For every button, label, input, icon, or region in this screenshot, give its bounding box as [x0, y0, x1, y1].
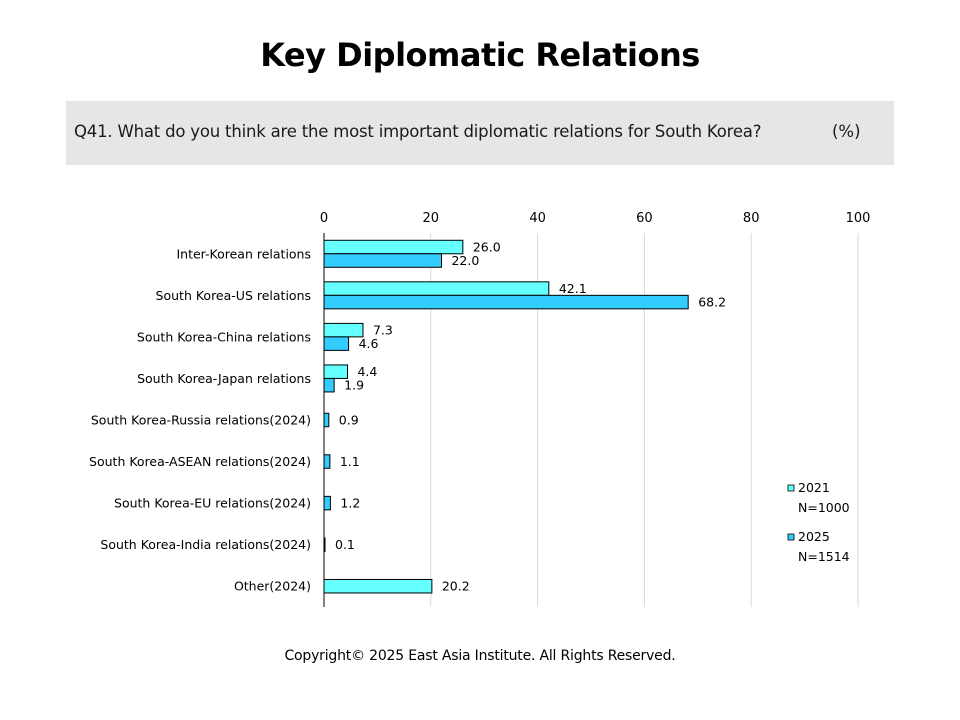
bar-2025 — [323, 336, 350, 351]
x-tick-label: 100 — [846, 211, 871, 226]
data-label: 22.0 — [451, 253, 479, 268]
bar-2025 — [323, 294, 689, 310]
question-text: Q41. What do you think are the most impo… — [74, 122, 762, 141]
copyright-text: Copyright© 2025 East Asia Institute. All… — [284, 648, 676, 664]
legend-label: 2021 — [798, 480, 830, 495]
unit-label: (%) — [832, 122, 861, 141]
category-label: South Korea-EU relations(2024) — [114, 496, 311, 511]
data-label: 7.3 — [373, 323, 393, 338]
data-label: 4.6 — [359, 336, 379, 351]
category-label: South Korea-China relations — [137, 329, 311, 344]
category-label: South Korea-India relations(2024) — [100, 537, 311, 552]
data-label: 0.9 — [339, 413, 359, 428]
data-label: 68.2 — [698, 295, 726, 310]
legend-swatch-2025 — [787, 533, 795, 541]
x-tick-label: 40 — [529, 211, 546, 226]
bar-2025 — [323, 454, 331, 469]
bar-2025 — [323, 412, 330, 428]
category-label: Inter-Korean relations — [176, 246, 311, 261]
data-label: 20.2 — [442, 579, 470, 594]
bar-2025 — [323, 377, 335, 393]
data-label: 1.2 — [340, 496, 360, 511]
data-label: 1.1 — [340, 454, 360, 469]
bar-2021 — [323, 364, 348, 379]
bar-2021 — [323, 239, 464, 255]
x-tick-label: 80 — [743, 211, 760, 226]
bar-2025 — [323, 495, 331, 511]
legend-label: 2025 — [798, 529, 830, 544]
question-box: Q41. What do you think are the most impo… — [66, 101, 894, 165]
page-title: Key Diplomatic Relations — [260, 36, 700, 74]
category-label: South Korea-US relations — [156, 288, 311, 303]
x-tick-label: 60 — [636, 211, 653, 226]
category-label: South Korea-Japan relations — [137, 371, 311, 386]
legend-sample-size: N=1000 — [798, 500, 850, 515]
bar-2021 — [323, 578, 433, 594]
data-label: 4.4 — [357, 364, 377, 379]
x-tick-label: 20 — [423, 211, 440, 226]
category-label: South Korea-ASEAN relations(2024) — [89, 454, 311, 469]
data-label: 42.1 — [559, 281, 587, 296]
legend-swatch-2021 — [787, 484, 795, 492]
data-label: 0.1 — [335, 537, 355, 552]
bar-2025 — [323, 253, 442, 268]
legend-sample-size: N=1514 — [798, 549, 850, 564]
data-label: 26.0 — [473, 240, 501, 255]
data-label: 1.9 — [344, 378, 364, 393]
bar-2021 — [323, 281, 550, 296]
category-label: South Korea-Russia relations(2024) — [91, 413, 311, 428]
category-label: Other(2024) — [234, 579, 311, 594]
bar-2021 — [323, 322, 364, 338]
x-tick-label: 0 — [320, 211, 328, 226]
